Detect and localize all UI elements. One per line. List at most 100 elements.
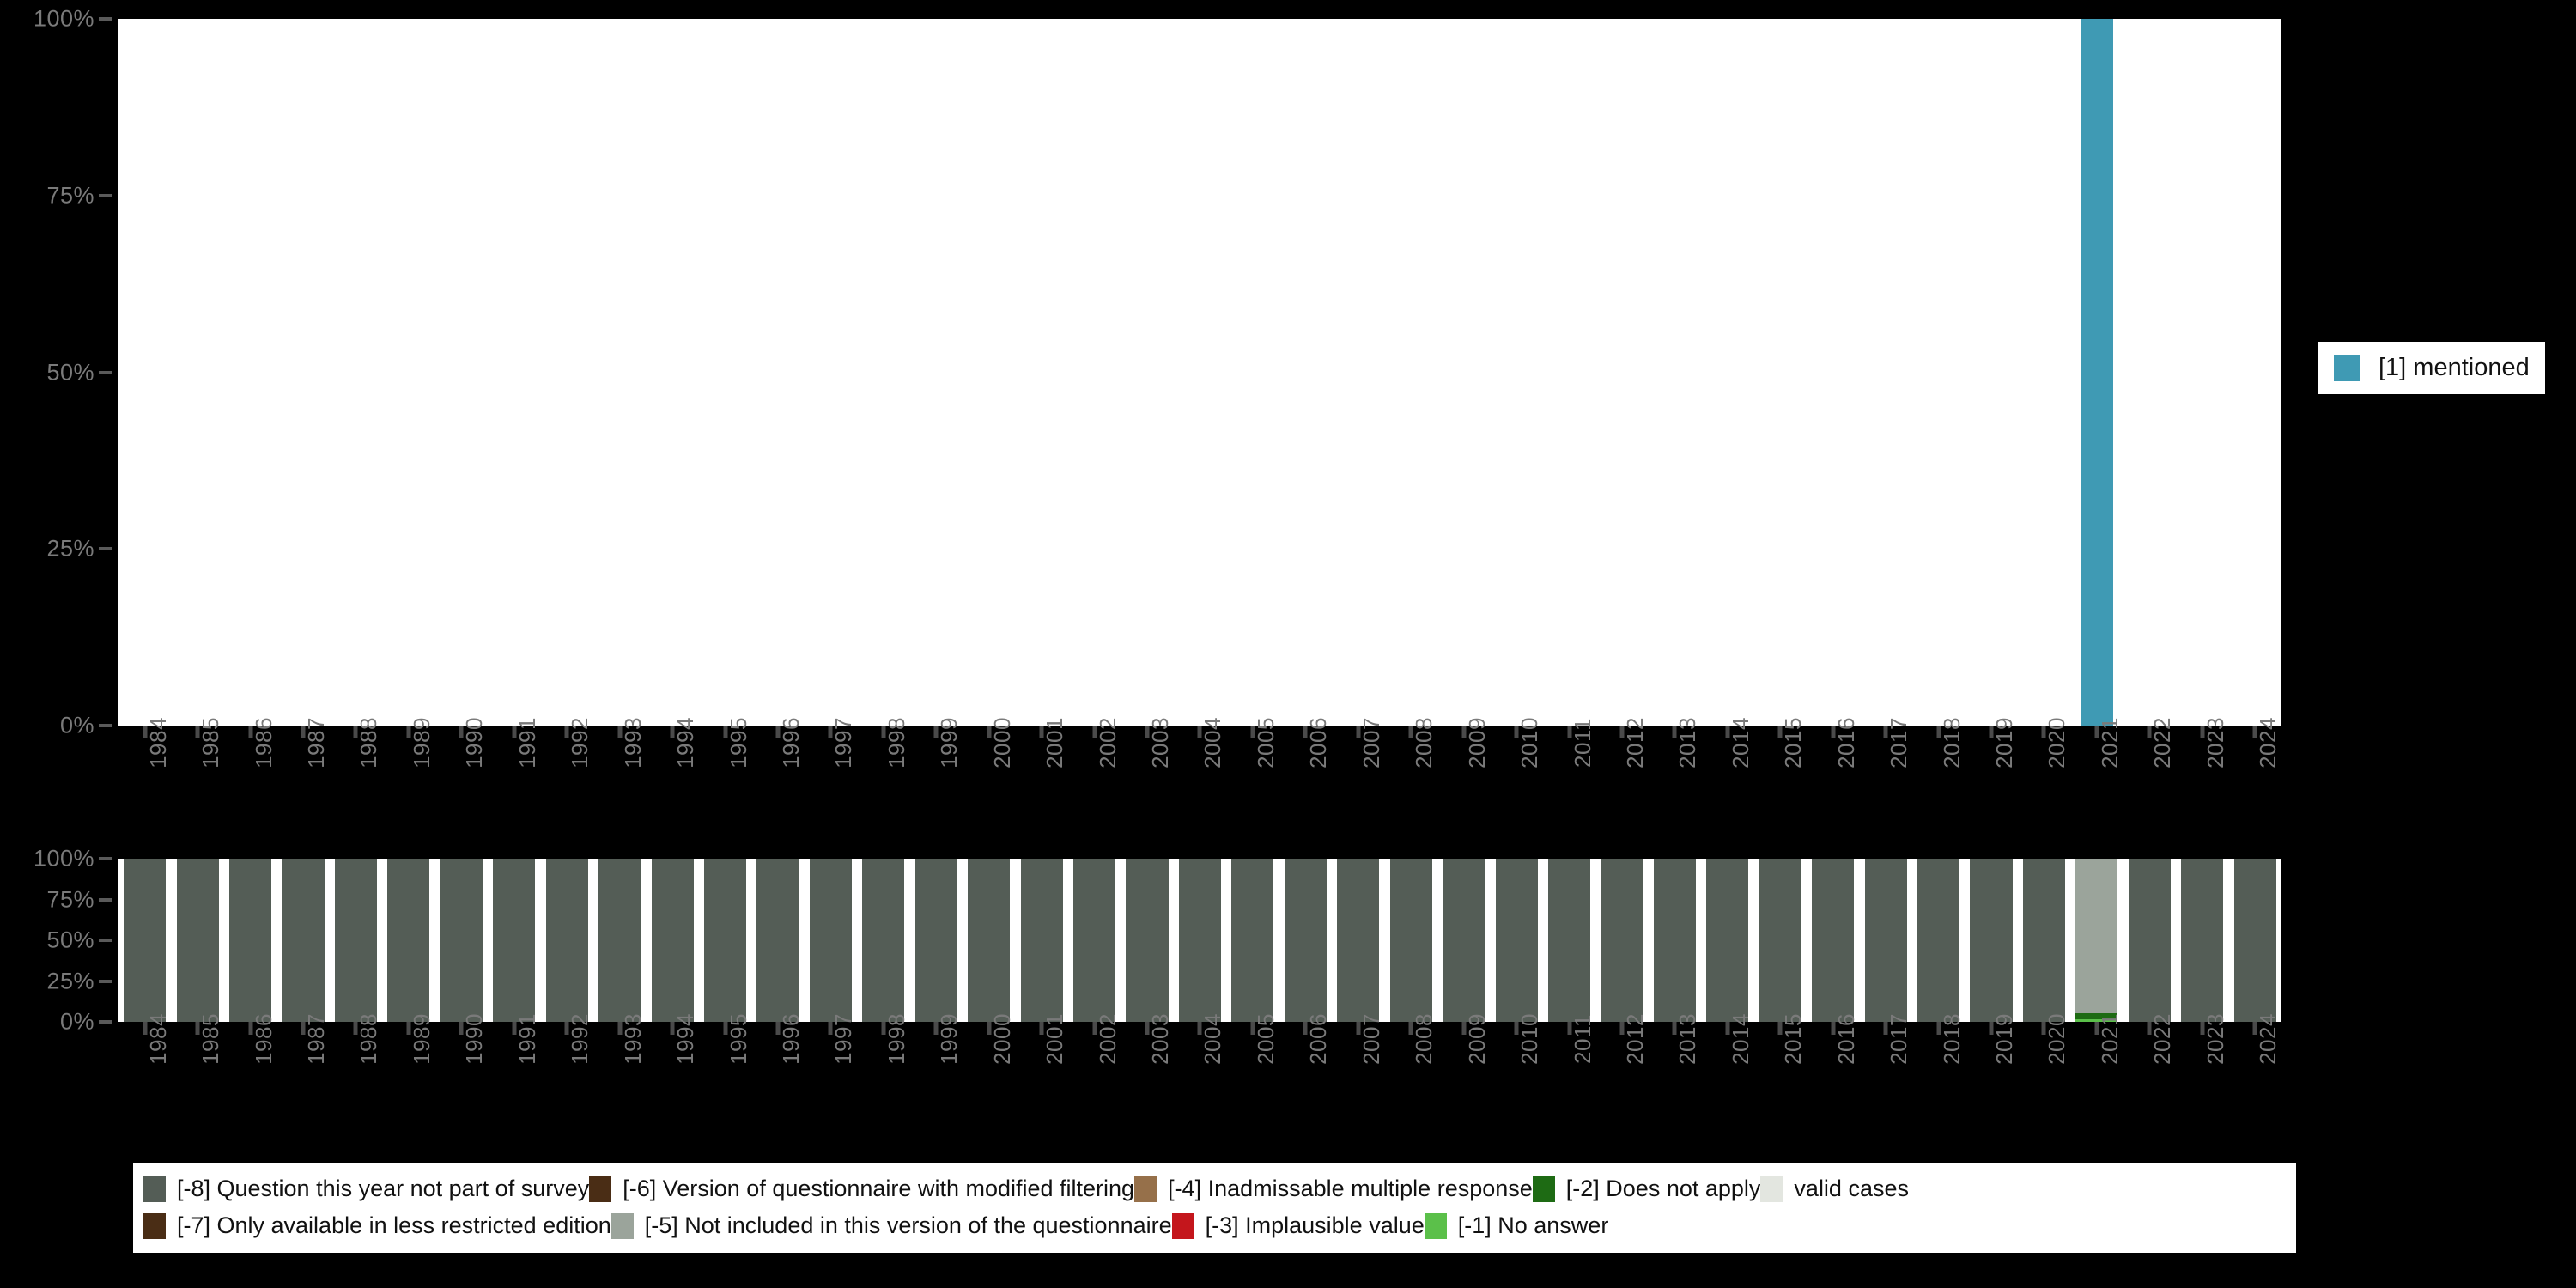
status-chart-bar-slot[interactable] xyxy=(1807,859,1859,1022)
main-chart-bar-slot[interactable] xyxy=(593,19,646,726)
status-chart-bar-slot[interactable] xyxy=(805,859,857,1022)
status-chart-bar-segment[interactable] xyxy=(1284,859,1327,1022)
status-chart-bar-slot[interactable] xyxy=(1332,859,1384,1022)
status-chart-bar[interactable] xyxy=(1284,859,1327,1022)
status-chart-bar[interactable] xyxy=(1864,859,1907,1022)
main-chart-bar-slot[interactable] xyxy=(276,19,329,726)
status-chart-bar[interactable] xyxy=(651,859,694,1022)
status-chart-bar-slot[interactable] xyxy=(2123,859,2176,1022)
status-chart-bar[interactable] xyxy=(1337,859,1380,1022)
main-chart-bar-slot[interactable] xyxy=(1649,19,1701,726)
status-chart-bar[interactable] xyxy=(229,859,272,1022)
status-chart-bar-slot[interactable] xyxy=(2018,859,2070,1022)
status-chart-bar-segment[interactable] xyxy=(1706,859,1749,1022)
status-chart-bar-segment[interactable] xyxy=(2075,1012,2118,1020)
status-chart-bar-slot[interactable] xyxy=(171,859,223,1022)
status-chart-bar[interactable] xyxy=(1706,859,1749,1022)
status-chart-bar-segment[interactable] xyxy=(703,859,747,1022)
status-chart-bar-segment[interactable] xyxy=(1601,859,1643,1022)
status-chart-bar-segment[interactable] xyxy=(124,859,167,1022)
main-chart-bar-slot[interactable] xyxy=(1015,19,1067,726)
status-chart-bar-slot[interactable] xyxy=(1701,859,1753,1022)
status-chart-bar-segment[interactable] xyxy=(387,859,430,1022)
status-chart-bar-segment[interactable] xyxy=(2075,859,2118,1013)
main-chart-bar-slot[interactable] xyxy=(1385,19,1437,726)
main-chart-bar-slot[interactable] xyxy=(963,19,1015,726)
status-chart-bar-slot[interactable] xyxy=(276,859,329,1022)
main-chart-bar-slot[interactable] xyxy=(1490,19,1542,726)
status-chart-bar-slot[interactable] xyxy=(1543,859,1595,1022)
status-chart-bar-segment[interactable] xyxy=(2181,859,2224,1022)
status-chart-bar[interactable] xyxy=(862,859,905,1022)
main-chart-bar-slot[interactable] xyxy=(1807,19,1859,726)
main-chart-bar-slot[interactable] xyxy=(1965,19,2017,726)
status-chart-bar-slot[interactable] xyxy=(963,859,1015,1022)
status-chart-bar-segment[interactable] xyxy=(1126,859,1169,1022)
main-chart-bar-slot[interactable] xyxy=(1332,19,1384,726)
status-chart-bar-slot[interactable] xyxy=(488,859,540,1022)
main-chart-bar-slot[interactable] xyxy=(435,19,488,726)
main-chart-bar[interactable] xyxy=(2081,19,2113,726)
main-chart-bar-slot[interactable] xyxy=(2176,19,2228,726)
status-chart-bar-slot[interactable] xyxy=(1279,859,1332,1022)
status-chart-bar[interactable] xyxy=(2075,859,2118,1022)
main-chart-bar-slot[interactable] xyxy=(1754,19,1807,726)
status-chart-bar[interactable] xyxy=(598,859,641,1022)
status-chart-bar[interactable] xyxy=(2128,859,2171,1022)
status-chart-bar-slot[interactable] xyxy=(541,859,593,1022)
status-chart-bar[interactable] xyxy=(2233,859,2276,1022)
status-chart-bar-slot[interactable] xyxy=(2229,859,2281,1022)
status-chart-bar[interactable] xyxy=(1126,859,1169,1022)
status-chart-bar[interactable] xyxy=(1547,859,1591,1022)
status-chart-bar-segment[interactable] xyxy=(598,859,641,1022)
status-chart-bar-segment[interactable] xyxy=(1178,859,1222,1022)
status-chart-bar[interactable] xyxy=(493,859,536,1022)
main-chart-bar-slot[interactable] xyxy=(488,19,540,726)
main-chart-bar-slot[interactable] xyxy=(699,19,751,726)
main-chart-bar-slot[interactable] xyxy=(751,19,804,726)
status-chart-bar[interactable] xyxy=(1495,859,1538,1022)
status-chart-bar[interactable] xyxy=(809,859,852,1022)
status-chart-bar-segment[interactable] xyxy=(1020,859,1063,1022)
main-chart-bar-slot[interactable] xyxy=(1279,19,1332,726)
status-chart-bar[interactable] xyxy=(756,859,799,1022)
main-chart-bar-slot[interactable] xyxy=(805,19,857,726)
status-chart-bar-segment[interactable] xyxy=(1864,859,1907,1022)
status-chart-bar-slot[interactable] xyxy=(1437,859,1490,1022)
status-chart-bar[interactable] xyxy=(1073,859,1116,1022)
status-chart-bar[interactable] xyxy=(176,859,219,1022)
status-chart-bar-slot[interactable] xyxy=(435,859,488,1022)
status-chart-bar[interactable] xyxy=(387,859,430,1022)
status-chart-bar-slot[interactable] xyxy=(224,859,276,1022)
main-chart-bar-slot[interactable] xyxy=(1595,19,1648,726)
status-chart-bar-segment[interactable] xyxy=(1653,859,1696,1022)
main-chart-bar-slot[interactable] xyxy=(1437,19,1490,726)
status-chart-bar-segment[interactable] xyxy=(862,859,905,1022)
main-chart-bar-slot[interactable] xyxy=(910,19,963,726)
status-chart-bar[interactable] xyxy=(1389,859,1432,1022)
status-chart-bar-segment[interactable] xyxy=(1547,859,1591,1022)
status-chart-bar[interactable] xyxy=(1178,859,1222,1022)
status-chart-bar[interactable] xyxy=(1812,859,1855,1022)
main-chart-bar-slot[interactable] xyxy=(646,19,698,726)
status-chart-bar-segment[interactable] xyxy=(493,859,536,1022)
status-chart-bar-slot[interactable] xyxy=(1226,859,1279,1022)
main-chart-bar-slot[interactable] xyxy=(2018,19,2070,726)
main-chart-bar-slot[interactable] xyxy=(1068,19,1121,726)
status-chart-bar-segment[interactable] xyxy=(2128,859,2171,1022)
status-chart-bar-segment[interactable] xyxy=(1073,859,1116,1022)
status-chart-bar-segment[interactable] xyxy=(2022,859,2066,1022)
status-chart-bar-segment[interactable] xyxy=(282,859,325,1022)
status-chart-bar-slot[interactable] xyxy=(1649,859,1701,1022)
status-chart-bar-slot[interactable] xyxy=(118,859,171,1022)
main-chart-bar-slot[interactable] xyxy=(382,19,434,726)
main-chart-bar-slot[interactable] xyxy=(1912,19,1965,726)
main-chart-bar-slot[interactable] xyxy=(330,19,382,726)
status-chart-bar[interactable] xyxy=(334,859,378,1022)
main-chart-bar-slot[interactable] xyxy=(2123,19,2176,726)
status-chart-bar-slot[interactable] xyxy=(593,859,646,1022)
main-chart-bar-slot[interactable] xyxy=(1701,19,1753,726)
status-chart-bar[interactable] xyxy=(545,859,588,1022)
status-chart-bar-segment[interactable] xyxy=(334,859,378,1022)
status-chart-bar[interactable] xyxy=(703,859,747,1022)
